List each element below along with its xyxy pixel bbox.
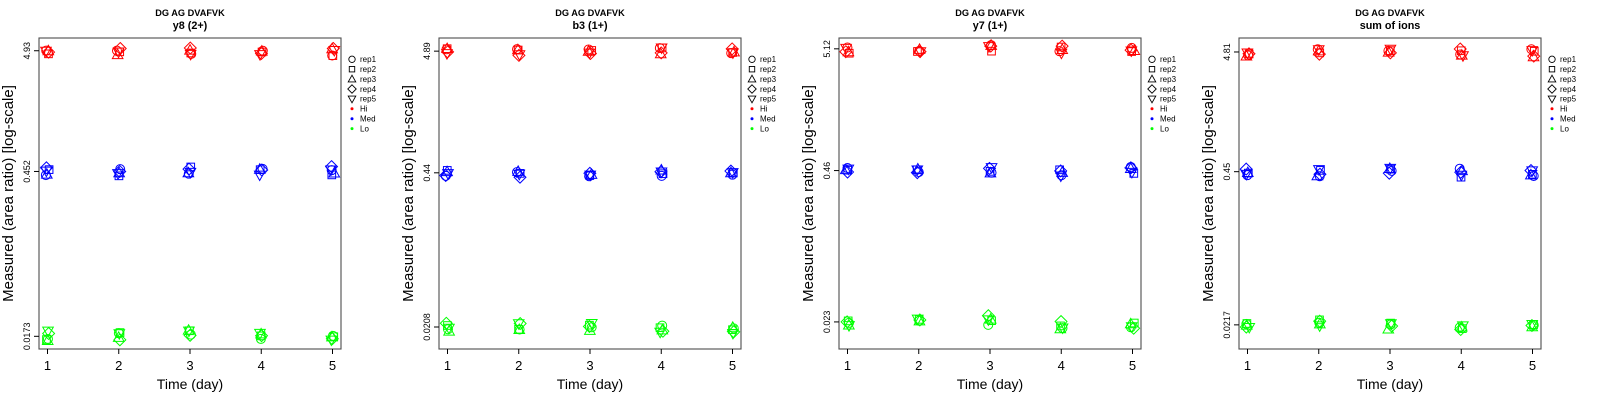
- svg-text:5: 5: [1129, 358, 1136, 373]
- svg-text:2: 2: [515, 358, 522, 373]
- svg-text:4.93: 4.93: [22, 42, 32, 60]
- svg-text:DG AG DVAFVK: DG AG DVAFVK: [555, 8, 625, 18]
- svg-text:0.45: 0.45: [1222, 163, 1232, 181]
- svg-text:5: 5: [329, 358, 336, 373]
- svg-text:4: 4: [1458, 358, 1465, 373]
- svg-text:rep3: rep3: [360, 75, 377, 84]
- svg-text:3: 3: [986, 358, 993, 373]
- svg-text:Hi: Hi: [1160, 105, 1168, 114]
- svg-text:1: 1: [44, 358, 51, 373]
- svg-text:0.023: 0.023: [822, 311, 832, 334]
- svg-text:2: 2: [115, 358, 122, 373]
- svg-text:Hi: Hi: [760, 105, 768, 114]
- svg-text:rep2: rep2: [360, 65, 377, 74]
- svg-text:rep3: rep3: [1560, 75, 1577, 84]
- svg-text:Med: Med: [1160, 115, 1176, 124]
- svg-text:rep4: rep4: [1160, 85, 1177, 94]
- svg-text:0.452: 0.452: [22, 160, 32, 183]
- svg-text:0.0217: 0.0217: [1222, 311, 1232, 339]
- svg-text:Measured (area ratio) [log-sca: Measured (area ratio) [log-scale]: [0, 85, 17, 302]
- svg-text:rep4: rep4: [360, 85, 377, 94]
- svg-text:Lo: Lo: [760, 124, 769, 133]
- svg-text:rep5: rep5: [760, 95, 777, 104]
- svg-text:1: 1: [844, 358, 851, 373]
- svg-text:5: 5: [729, 358, 736, 373]
- svg-text:rep4: rep4: [1560, 85, 1577, 94]
- svg-text:2: 2: [1315, 358, 1322, 373]
- svg-text:rep2: rep2: [1560, 65, 1577, 74]
- svg-text:y7 (1+): y7 (1+): [973, 20, 1008, 32]
- svg-text:Med: Med: [360, 115, 376, 124]
- svg-text:rep4: rep4: [760, 85, 777, 94]
- svg-text:Med: Med: [1560, 115, 1576, 124]
- svg-text:rep1: rep1: [1560, 55, 1577, 64]
- svg-text:rep1: rep1: [1160, 55, 1177, 64]
- svg-text:0.44: 0.44: [422, 164, 432, 182]
- svg-text:Measured (area ratio) [log-sca: Measured (area ratio) [log-scale]: [1200, 85, 1217, 302]
- svg-text:Time (day): Time (day): [157, 376, 223, 392]
- svg-text:Time (day): Time (day): [557, 376, 623, 392]
- svg-text:Lo: Lo: [360, 124, 369, 133]
- svg-text:Med: Med: [760, 115, 776, 124]
- svg-text:rep5: rep5: [360, 95, 377, 104]
- svg-text:1: 1: [1244, 358, 1251, 373]
- svg-text:4: 4: [658, 358, 665, 373]
- svg-text:3: 3: [186, 358, 193, 373]
- svg-text:5: 5: [1529, 358, 1536, 373]
- svg-text:0.0173: 0.0173: [22, 323, 32, 351]
- svg-text:4: 4: [258, 358, 265, 373]
- svg-text:Lo: Lo: [1560, 124, 1569, 133]
- svg-text:sum of ions: sum of ions: [1360, 20, 1421, 32]
- svg-text:Time (day): Time (day): [957, 376, 1023, 392]
- svg-text:3: 3: [586, 358, 593, 373]
- svg-text:0.0208: 0.0208: [422, 313, 432, 341]
- svg-text:b3 (1+): b3 (1+): [572, 20, 608, 32]
- svg-text:y8 (2+): y8 (2+): [173, 20, 208, 32]
- svg-text:Lo: Lo: [1160, 124, 1169, 133]
- svg-text:rep5: rep5: [1560, 95, 1577, 104]
- svg-text:5.12: 5.12: [822, 40, 832, 58]
- svg-text:Hi: Hi: [360, 105, 368, 114]
- svg-text:rep2: rep2: [1160, 65, 1177, 74]
- svg-text:DG AG DVAFVK: DG AG DVAFVK: [955, 8, 1025, 18]
- svg-text:rep1: rep1: [760, 55, 777, 64]
- svg-text:Time (day): Time (day): [1357, 376, 1423, 392]
- svg-text:rep5: rep5: [1160, 95, 1177, 104]
- svg-text:Measured (area ratio) [log-sca: Measured (area ratio) [log-scale]: [400, 85, 417, 302]
- svg-text:Measured (area ratio) [log-sca: Measured (area ratio) [log-scale]: [800, 85, 817, 302]
- svg-text:rep1: rep1: [360, 55, 377, 64]
- svg-text:2: 2: [915, 358, 922, 373]
- svg-text:Hi: Hi: [1560, 105, 1568, 114]
- svg-text:rep2: rep2: [760, 65, 777, 74]
- svg-text:rep3: rep3: [760, 75, 777, 84]
- svg-text:0.46: 0.46: [822, 162, 832, 180]
- svg-text:1: 1: [444, 358, 451, 373]
- svg-text:DG AG DVAFVK: DG AG DVAFVK: [1355, 8, 1425, 18]
- svg-text:4.89: 4.89: [422, 42, 432, 60]
- svg-text:3: 3: [1386, 358, 1393, 373]
- svg-text:4.81: 4.81: [1222, 43, 1232, 61]
- svg-text:DG AG DVAFVK: DG AG DVAFVK: [155, 8, 225, 18]
- svg-text:4: 4: [1058, 358, 1065, 373]
- svg-text:rep3: rep3: [1160, 75, 1177, 84]
